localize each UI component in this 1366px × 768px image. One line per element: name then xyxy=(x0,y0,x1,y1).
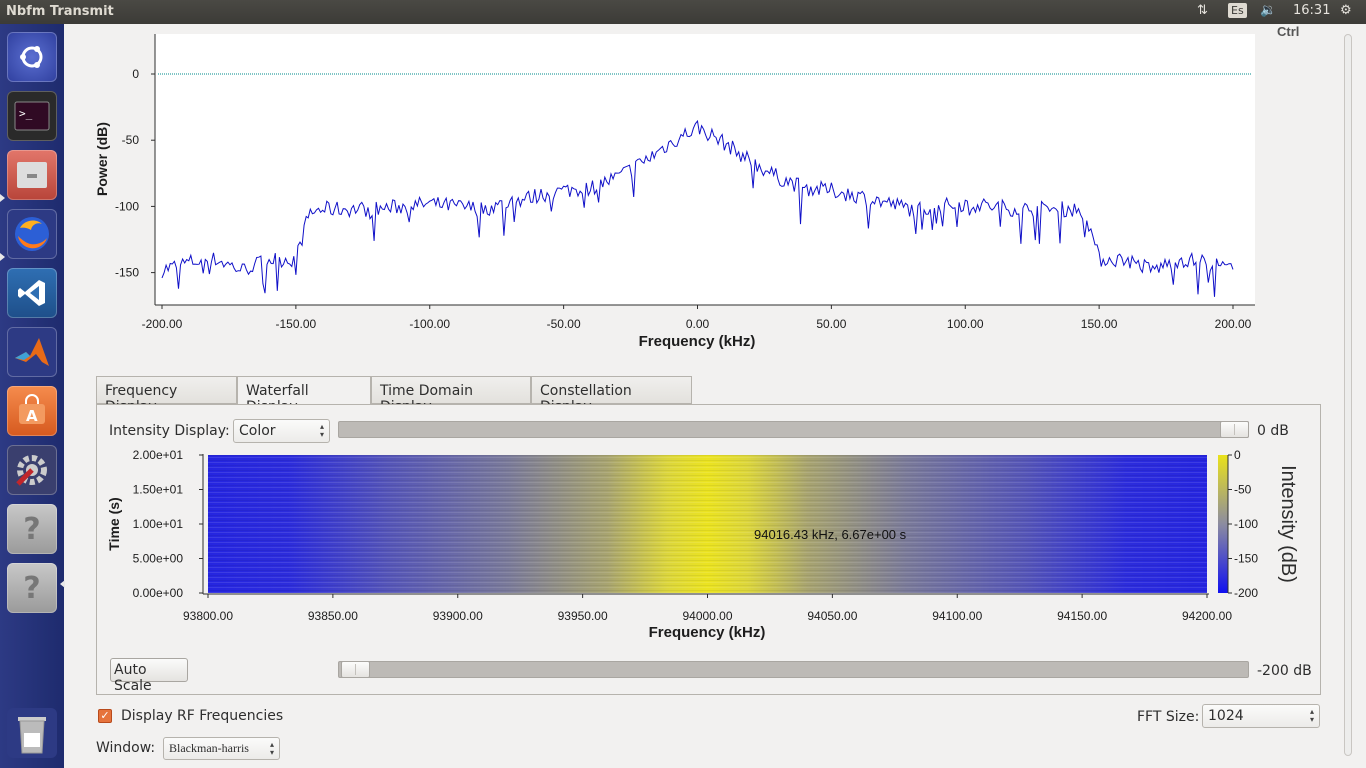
scrollbar-slider[interactable] xyxy=(1344,34,1352,756)
colorbar-title: Intensity (dB) xyxy=(1277,465,1299,583)
wf-x-tick-label: 93800.00 xyxy=(183,609,233,623)
tab-constellation-display[interactable]: Constellation Display xyxy=(531,376,692,415)
wf-x-tick-label: 94150.00 xyxy=(1057,609,1107,623)
min-intensity-label: -200 dB xyxy=(1257,663,1312,679)
x-tick-label: 50.00 xyxy=(816,317,846,331)
wf-x-tick-label: 93900.00 xyxy=(433,609,483,623)
max-intensity-handle[interactable] xyxy=(1220,421,1249,438)
spin-arrows-icon: ▴ ▾ xyxy=(1309,707,1314,724)
x-tick-label: -50.00 xyxy=(547,317,581,331)
launcher: >_ A ? ? xyxy=(0,24,65,768)
top-panel: Nbfm Transmit ⇅ Es 🔉 16:31 ⚙ xyxy=(0,0,1366,24)
terminal-icon[interactable]: >_ xyxy=(7,91,57,141)
vscode-icon[interactable] xyxy=(7,268,57,318)
system-settings-icon[interactable] xyxy=(7,445,57,495)
wf-x-tick-label: 94000.00 xyxy=(682,609,732,623)
y-tick-label: -150 xyxy=(115,266,139,280)
spectrum-trace xyxy=(161,119,1234,297)
wf-x-tick-label: 94100.00 xyxy=(932,609,982,623)
software-center-icon[interactable]: A xyxy=(7,386,57,436)
trash-icon[interactable] xyxy=(7,708,57,758)
svg-text:A: A xyxy=(26,407,38,425)
plot-canvas xyxy=(155,34,1255,305)
gear-icon[interactable]: ⚙ xyxy=(1340,3,1352,18)
volume-icon[interactable]: 🔉 xyxy=(1260,3,1277,18)
intensity-display-select[interactable]: Color ▴ ▾ xyxy=(233,419,330,443)
min-intensity-handle[interactable] xyxy=(341,661,370,678)
fft-size-label: FFT Size: xyxy=(1137,709,1200,725)
colorbar xyxy=(1218,455,1228,593)
colorbar-tick-label: 0 xyxy=(1234,448,1241,462)
keyboard-layout[interactable]: Es xyxy=(1228,3,1247,18)
wf-y-tick-label: 0.00e+00 xyxy=(133,586,184,600)
ubuntu-dash-icon[interactable] xyxy=(7,32,57,82)
window-value: Blackman-harris xyxy=(169,741,249,755)
wf-x-tick-label: 94050.00 xyxy=(807,609,857,623)
auto-scale-button[interactable]: Auto Scale xyxy=(110,658,188,694)
wf-x-axis-title: Frequency (kHz) xyxy=(649,624,766,641)
x-tick-label: 150.00 xyxy=(1081,317,1118,331)
y-tick-label: -100 xyxy=(115,199,139,213)
tab-time-domain-display[interactable]: Time Domain Display xyxy=(371,376,531,415)
unknown-app-icon-2[interactable]: ? xyxy=(7,563,57,613)
tab-waterfall-display[interactable]: Waterfall Display xyxy=(237,376,371,415)
wf-y-tick-label: 5.00e+00 xyxy=(133,552,184,566)
frequency-plot[interactable]: 0 -50 -100 -150 -200.00 -150.00 -100.00 -50.00… xyxy=(65,24,1366,374)
intensity-display-value: Color xyxy=(239,423,276,439)
wf-y-tick-label: 1.00e+01 xyxy=(133,517,184,531)
vertical-scrollbar[interactable] xyxy=(1342,34,1354,756)
wf-y-tick-label: 2.00e+01 xyxy=(133,448,184,462)
x-tick-label: -200.00 xyxy=(142,317,183,331)
wf-x-tick-label: 93850.00 xyxy=(308,609,358,623)
wf-x-tick-label: 93950.00 xyxy=(558,609,608,623)
max-intensity-label: 0 dB xyxy=(1257,423,1289,439)
x-tick-label: -150.00 xyxy=(276,317,317,331)
colorbar-tick-label: -50 xyxy=(1234,483,1252,497)
x-tick-label: 100.00 xyxy=(947,317,984,331)
x-tick-label: -100.00 xyxy=(409,317,450,331)
clock[interactable]: 16:31 xyxy=(1293,3,1331,18)
waterfall-texture xyxy=(208,455,1207,593)
file-manager-icon[interactable] xyxy=(7,150,57,200)
waterfall-plot[interactable]: 2.00e+01 1.50e+01 1.00e+01 5.00e+00 0.00e+00… xyxy=(97,447,1312,647)
wf-x-tick-label: 94200.00 xyxy=(1182,609,1232,623)
running-indicator xyxy=(0,194,5,202)
min-intensity-slider[interactable] xyxy=(338,661,1249,678)
display-rf-checkbox[interactable]: ✓ xyxy=(98,709,112,723)
matlab-icon[interactable] xyxy=(7,327,57,377)
unknown-app-icon[interactable]: ? xyxy=(7,504,57,554)
x-tick-label: 200.00 xyxy=(1215,317,1252,331)
fft-size-value: 1024 xyxy=(1208,708,1244,724)
spin-arrows-icon: ▴ ▾ xyxy=(269,740,274,757)
colorbar-tick-label: -150 xyxy=(1234,552,1258,566)
wf-y-tick-label: 1.50e+01 xyxy=(133,483,184,497)
tab-frequency-display[interactable]: Frequency Display xyxy=(96,376,237,415)
colorbar-tick-label: -200 xyxy=(1234,586,1258,600)
fft-size-select[interactable]: 1024 ▴ ▾ xyxy=(1202,704,1320,728)
window-title: Nbfm Transmit xyxy=(6,4,114,19)
focused-indicator xyxy=(60,580,65,588)
intensity-display-label: Intensity Display: xyxy=(109,423,230,439)
y-tick-label: -50 xyxy=(122,133,140,147)
max-intensity-slider[interactable] xyxy=(338,421,1249,438)
x-axis-title: Frequency (kHz) xyxy=(639,333,756,350)
y-axis-title: Power (dB) xyxy=(94,122,110,196)
network-icon[interactable]: ⇅ xyxy=(1197,3,1208,18)
cursor-readout: 94016.43 kHz, 6.67e+00 s xyxy=(754,527,907,542)
firefox-icon[interactable] xyxy=(7,209,57,259)
wf-y-axis-title: Time (s) xyxy=(106,497,122,550)
window-select[interactable]: Blackman-harris ▴ ▾ xyxy=(163,737,280,760)
colorbar-tick-label: -100 xyxy=(1234,517,1258,531)
clipped-control-label: Ctrl xyxy=(1277,24,1299,39)
y-tick-label: 0 xyxy=(132,67,139,81)
spin-arrows-icon: ▴ ▾ xyxy=(319,422,324,439)
window-label: Window: xyxy=(96,740,156,756)
keyboard-indicator[interactable]: Es xyxy=(1228,3,1247,18)
svg-text:>_: >_ xyxy=(19,107,33,120)
x-tick-label: 0.00 xyxy=(686,317,710,331)
display-rf-label: Display RF Frequencies xyxy=(121,708,284,724)
running-indicator xyxy=(0,253,5,261)
